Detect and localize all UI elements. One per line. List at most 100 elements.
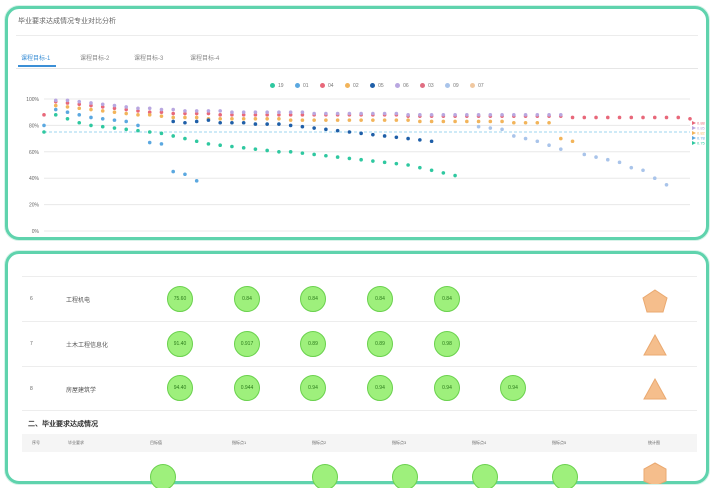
tab-course-target-2[interactable]: 课程目标-2	[80, 56, 110, 62]
data-point-02[interactable]	[371, 118, 375, 122]
data-point-19[interactable]	[394, 161, 399, 166]
data-point-06[interactable]	[124, 105, 129, 109]
data-point-04[interactable]	[277, 113, 281, 117]
data-point-01[interactable]	[171, 169, 175, 174]
data-point-06[interactable]	[100, 102, 105, 107]
data-point-02[interactable]	[476, 119, 481, 124]
data-point-01[interactable]	[136, 123, 140, 128]
data-point-01[interactable]	[100, 117, 105, 121]
legend-item-01[interactable]: 01	[295, 83, 309, 89]
data-point-19[interactable]	[77, 120, 82, 125]
data-point-06[interactable]	[194, 109, 199, 113]
data-point-09[interactable]	[512, 134, 516, 138]
legend-item-19[interactable]: 19	[270, 83, 284, 89]
data-point-19[interactable]	[382, 160, 387, 165]
data-point-02[interactable]	[335, 118, 340, 122]
data-point-05[interactable]	[171, 119, 175, 124]
data-point-19[interactable]	[230, 144, 234, 149]
data-point-05[interactable]	[371, 132, 375, 137]
data-point-04[interactable]	[147, 110, 152, 114]
data-point-01[interactable]	[112, 118, 117, 122]
data-point-02[interactable]	[382, 118, 387, 122]
data-point-06[interactable]	[359, 111, 363, 116]
data-point-04[interactable]	[300, 113, 305, 117]
data-point-04[interactable]	[77, 102, 82, 107]
data-point-02[interactable]	[194, 115, 199, 120]
data-point-06[interactable]	[441, 113, 446, 117]
data-point-04[interactable]	[241, 113, 246, 117]
data-point-02[interactable]	[77, 106, 82, 111]
data-point-01[interactable]	[147, 140, 152, 145]
data-point-19[interactable]	[53, 113, 58, 117]
data-point-02[interactable]	[465, 119, 469, 124]
data-point-02[interactable]	[406, 118, 410, 122]
data-point-04[interactable]	[194, 111, 199, 116]
data-point-06[interactable]	[547, 113, 551, 117]
data-point-06[interactable]	[347, 111, 352, 116]
data-point-06[interactable]	[535, 113, 540, 117]
data-point-06[interactable]	[112, 103, 117, 108]
data-point-19[interactable]	[418, 165, 422, 170]
data-point-06[interactable]	[312, 111, 316, 116]
data-point-01[interactable]	[159, 142, 164, 146]
data-point-19[interactable]	[124, 127, 129, 132]
data-point-04[interactable]	[136, 109, 140, 113]
data-point-09[interactable]	[547, 143, 551, 147]
data-point-06[interactable]	[500, 113, 504, 117]
data-point-09[interactable]	[641, 168, 645, 173]
data-point-05[interactable]	[265, 122, 269, 126]
data-point-01[interactable]	[194, 179, 199, 183]
legend-item-07[interactable]: 07	[470, 83, 484, 89]
data-point-09[interactable]	[559, 147, 563, 151]
data-point-09[interactable]	[523, 136, 528, 141]
data-point-02[interactable]	[394, 118, 399, 122]
data-point-02[interactable]	[547, 120, 551, 125]
data-point-19[interactable]	[359, 157, 363, 162]
data-point-19[interactable]	[288, 150, 293, 154]
data-point-04[interactable]	[652, 115, 657, 120]
data-point-19[interactable]	[100, 124, 105, 129]
legend-item-05[interactable]: 05	[370, 83, 384, 89]
data-point-06[interactable]	[394, 111, 399, 116]
data-point-02[interactable]	[171, 115, 175, 120]
data-point-05[interactable]	[359, 131, 363, 136]
data-point-19[interactable]	[183, 136, 187, 141]
data-point-19[interactable]	[429, 168, 434, 173]
legend-item-03[interactable]: 03	[420, 83, 434, 89]
data-point-01[interactable]	[77, 113, 82, 117]
data-point-04[interactable]	[171, 111, 175, 116]
data-point-02[interactable]	[147, 113, 152, 117]
data-point-02[interactable]	[418, 119, 422, 124]
data-point-02[interactable]	[253, 117, 258, 121]
data-point-19[interactable]	[277, 150, 281, 154]
data-point-06[interactable]	[300, 110, 305, 114]
tab-course-target-1[interactable]: 课程目标-1	[21, 56, 51, 62]
data-point-06[interactable]	[324, 111, 328, 116]
data-point-01[interactable]	[89, 115, 93, 120]
data-point-02[interactable]	[218, 117, 222, 121]
data-point-06[interactable]	[53, 98, 58, 103]
data-point-05[interactable]	[347, 130, 352, 134]
tab-course-target-4[interactable]: 课程目标-4	[190, 56, 220, 62]
data-point-06[interactable]	[371, 111, 375, 116]
data-point-02[interactable]	[230, 117, 234, 121]
data-point-04[interactable]	[617, 115, 622, 120]
data-point-19[interactable]	[241, 146, 246, 150]
data-point-04[interactable]	[206, 111, 211, 116]
data-point-04[interactable]	[159, 110, 164, 114]
data-point-04[interactable]	[89, 103, 93, 108]
data-point-06[interactable]	[476, 113, 481, 117]
data-point-04[interactable]	[253, 113, 258, 117]
data-point-05[interactable]	[288, 123, 293, 128]
data-point-06[interactable]	[382, 111, 387, 116]
data-point-02[interactable]	[559, 136, 563, 141]
data-point-19[interactable]	[147, 130, 152, 134]
data-point-01[interactable]	[42, 123, 46, 128]
data-point-04[interactable]	[688, 117, 692, 121]
data-point-02[interactable]	[288, 118, 293, 122]
data-point-02[interactable]	[265, 117, 269, 121]
data-point-02[interactable]	[570, 139, 575, 144]
data-point-06[interactable]	[429, 113, 434, 117]
data-point-04[interactable]	[124, 107, 129, 112]
data-point-06[interactable]	[253, 110, 258, 114]
